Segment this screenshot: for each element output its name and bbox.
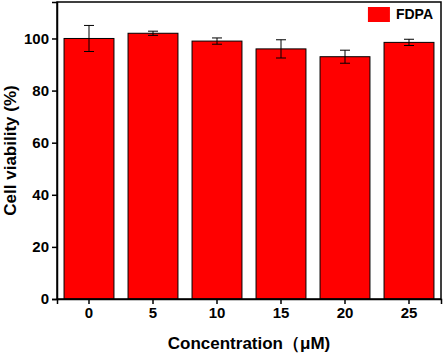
y-tick: 60 (32, 134, 57, 151)
x-tick-label: 0 (85, 304, 93, 321)
x-tick: 5 (149, 299, 157, 321)
error-stem (281, 40, 282, 58)
y-tick-label: 0 (41, 290, 49, 307)
x-axis: 0 5 10 15 20 25 (58, 299, 442, 321)
y-tick: 0 (41, 290, 57, 307)
bar (256, 49, 306, 299)
x-axis-line (58, 300, 442, 305)
x-tick: 0 (85, 299, 93, 321)
bar (192, 41, 242, 299)
y-tick-mark (52, 142, 57, 144)
y-tick: 100 (24, 30, 57, 47)
y-tick-label: 100 (24, 30, 49, 47)
bar (64, 38, 114, 299)
marks (64, 25, 434, 299)
y-tick: 20 (32, 238, 57, 255)
x-tick-label: 15 (273, 304, 290, 321)
y-tick: 40 (32, 186, 57, 203)
error-bar (340, 50, 350, 63)
error-stem (153, 31, 154, 35)
y-tick-label: 80 (32, 82, 49, 99)
x-tick-label: 5 (149, 304, 157, 321)
error-cap (84, 25, 94, 26)
plot: 0 20 40 60 80 100 0 5 10 15 20 25 FDPA (24, 2, 442, 321)
error-cap (212, 37, 222, 38)
y-axis: 0 20 40 60 80 100 (24, 3, 58, 308)
x-tick: 20 (337, 299, 354, 321)
legend-item: FDPA (368, 6, 433, 22)
bar (320, 57, 370, 299)
error-stem (89, 25, 90, 51)
y-tick-label: 40 (32, 186, 49, 203)
error-cap (340, 50, 350, 51)
error-cap (212, 44, 222, 45)
error-stem (345, 50, 346, 63)
error-cap (276, 39, 286, 40)
y-tick-mark (52, 90, 57, 92)
bar (128, 33, 178, 299)
error-bar (276, 40, 286, 58)
x-tick-label: 25 (401, 304, 418, 321)
x-axis-title: Concentration（μM) (168, 334, 330, 353)
error-bar (212, 38, 222, 44)
x-tick: 25 (401, 299, 418, 321)
legend: FDPA (368, 6, 433, 22)
y-tick-label: 20 (32, 238, 49, 255)
error-cap (276, 58, 286, 59)
error-bar (84, 25, 94, 51)
y-axis-title: Cell viability (%) (1, 85, 20, 215)
y-tick-label: 60 (32, 134, 49, 151)
bar (384, 42, 434, 299)
error-cap (148, 35, 158, 36)
legend-label: FDPA (396, 6, 433, 22)
error-cap (404, 45, 414, 46)
x-tick: 10 (209, 299, 226, 321)
x-tick: 15 (273, 299, 290, 321)
y-tick-mark (52, 38, 57, 40)
x-tick-label: 10 (209, 304, 226, 321)
y-axis-line (52, 3, 58, 300)
error-cap (404, 39, 414, 40)
y-tick-mark (52, 195, 57, 197)
y-tick-mark (52, 299, 57, 301)
x-tick-label: 20 (337, 304, 354, 321)
error-stem (217, 38, 218, 44)
legend-swatch (368, 7, 390, 22)
error-bar (148, 31, 158, 35)
error-stem (409, 39, 410, 45)
y-tick-mark (52, 247, 57, 249)
error-bar (404, 39, 414, 45)
frame (57, 2, 441, 299)
error-cap (148, 31, 158, 32)
error-cap (340, 63, 350, 64)
error-cap (84, 51, 94, 52)
y-tick: 80 (32, 82, 57, 99)
